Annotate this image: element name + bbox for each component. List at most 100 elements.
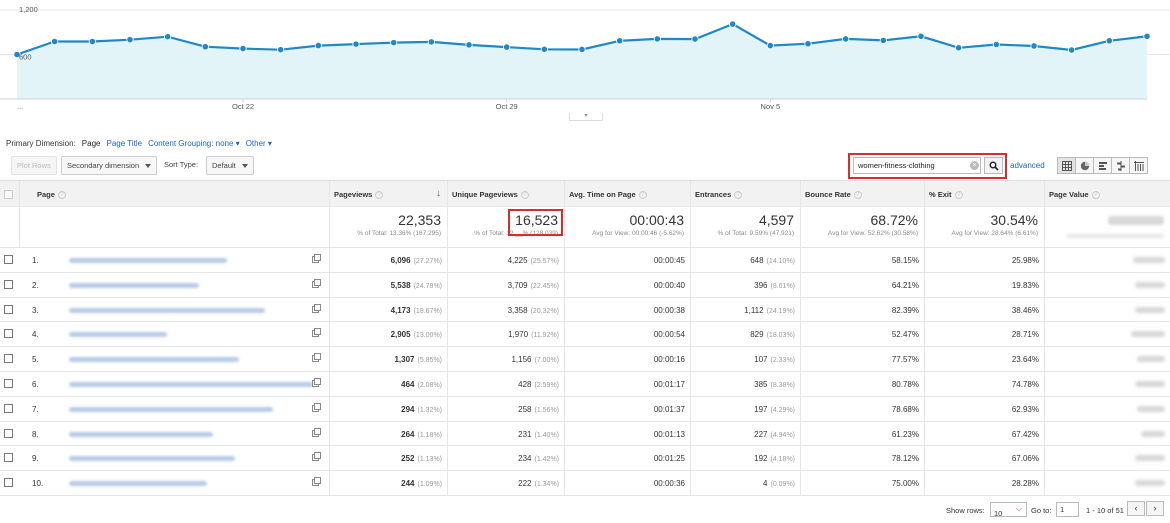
- pageviews-cell: 252 (1.13%): [329, 446, 447, 471]
- goto-input[interactable]: 1: [1056, 502, 1079, 517]
- avg-time-value: 00:01:25: [653, 454, 685, 464]
- plot-rows-button[interactable]: Plot Rows: [11, 156, 57, 175]
- sort-type-dropdown[interactable]: Default: [206, 156, 254, 175]
- open-link-icon[interactable]: [312, 427, 321, 437]
- data-point: [842, 35, 850, 43]
- page-link[interactable]: [69, 332, 167, 338]
- open-link-icon[interactable]: [312, 254, 321, 263]
- comparison-view-button[interactable]: [1111, 157, 1130, 174]
- pivot-view-button[interactable]: [1129, 157, 1148, 174]
- open-link-icon[interactable]: [312, 378, 321, 387]
- row-checkbox[interactable]: [4, 403, 13, 413]
- next-page-button[interactable]: ›: [1146, 501, 1164, 516]
- open-link-icon[interactable]: [312, 353, 321, 363]
- unique-pageviews-value: 234: [518, 454, 532, 464]
- pageviews-cell: 464 (2.08%): [329, 372, 447, 396]
- row-checkbox[interactable]: [4, 379, 13, 388]
- page-link[interactable]: [69, 456, 235, 462]
- help-icon[interactable]: ?: [375, 191, 384, 200]
- help-icon[interactable]: ?: [734, 191, 743, 200]
- header-bounce-rate[interactable]: Bounce Rate?: [800, 181, 924, 206]
- open-link-icon[interactable]: [312, 452, 321, 462]
- chart-collapse-handle[interactable]: ▾: [569, 113, 603, 121]
- unique-pageviews-value: 3,358: [507, 305, 528, 315]
- select-all-checkbox[interactable]: [4, 190, 13, 199]
- clear-search-icon[interactable]: ×: [970, 161, 979, 170]
- bounce-rate-cell: 64.21%: [800, 272, 924, 297]
- header-entrances-label: Entrances: [695, 190, 732, 199]
- show-rows-select[interactable]: 10 ⌵: [990, 502, 1027, 518]
- exit-cell: 74.78%: [924, 372, 1044, 396]
- header-pageviews[interactable]: Pageviews? ↓: [329, 181, 447, 206]
- search-input[interactable]: women-fitness-clothing: [853, 157, 981, 174]
- help-icon[interactable]: ?: [520, 191, 529, 200]
- row-checkbox[interactable]: [4, 478, 13, 488]
- row-checkbox[interactable]: [4, 255, 13, 264]
- page-value-cell: [1044, 297, 1170, 322]
- page-link[interactable]: [69, 258, 227, 263]
- data-point: [992, 40, 1000, 49]
- table-row: 8. 264 (1.18%) 231 (1.40%) 00:01:13 227 (4.94%)…: [0, 421, 1170, 447]
- open-link-icon[interactable]: [312, 328, 321, 338]
- help-icon[interactable]: ?: [853, 191, 862, 200]
- dimension-other[interactable]: Other ▾: [245, 138, 272, 148]
- row-checkbox[interactable]: [4, 279, 13, 289]
- entrances-value: 648: [750, 256, 764, 265]
- dimension-content-grouping[interactable]: Content Grouping: none ▾: [148, 138, 240, 148]
- entrances-percent: (8.38%): [770, 382, 795, 389]
- blurred-value: [1135, 306, 1165, 313]
- row-number: 3.: [32, 305, 39, 315]
- header-avg-time[interactable]: Avg. Time on Page?: [564, 181, 690, 206]
- header-unique-pageviews[interactable]: Unique Pageviews?: [447, 181, 564, 206]
- show-rows-value: 10: [994, 509, 1003, 518]
- open-link-icon[interactable]: [312, 278, 321, 288]
- help-icon[interactable]: ?: [638, 191, 647, 200]
- blurred-value: [1135, 381, 1165, 387]
- table-view-button[interactable]: [1057, 157, 1076, 174]
- row-checkbox[interactable]: [4, 428, 13, 438]
- performance-view-button[interactable]: [1093, 157, 1112, 174]
- data-point: [126, 36, 134, 44]
- advanced-filter-link[interactable]: advanced: [1010, 161, 1045, 170]
- help-icon[interactable]: ?: [57, 191, 66, 200]
- data-point: [578, 45, 586, 54]
- help-icon[interactable]: ?: [1091, 191, 1100, 200]
- secondary-dimension-button[interactable]: Secondary dimension: [61, 156, 158, 175]
- header-page[interactable]: Page?: [19, 181, 329, 206]
- page-link[interactable]: [69, 282, 199, 288]
- page-link[interactable]: [69, 431, 213, 437]
- row-checkbox[interactable]: [4, 453, 13, 463]
- header-page-value[interactable]: Page Value?: [1044, 181, 1170, 206]
- open-link-icon[interactable]: [312, 402, 321, 412]
- page-link[interactable]: [69, 307, 265, 313]
- page-link[interactable]: [69, 481, 207, 487]
- data-point: [917, 32, 925, 40]
- row-number: 10.: [32, 479, 44, 489]
- open-link-icon[interactable]: [312, 477, 321, 487]
- y-tick-label: 1,200: [19, 5, 38, 14]
- table-row: 6. 464 (2.08%) 428 (2.59%) 00:01:17 385 (8.38%)…: [0, 372, 1170, 397]
- page-link[interactable]: [69, 382, 313, 387]
- header-exit[interactable]: % Exit?: [924, 181, 1044, 206]
- dimension-page-title[interactable]: Page Title: [106, 138, 143, 148]
- unique-pageviews-percent: (22.45%): [530, 282, 559, 290]
- entrances-cell: 385 (8.38%): [690, 372, 800, 396]
- header-page-label: Page: [37, 190, 55, 199]
- help-icon[interactable]: ?: [954, 191, 963, 200]
- prev-page-button[interactable]: ‹: [1127, 501, 1145, 516]
- pageviews-value: 294: [401, 404, 415, 414]
- search-button[interactable]: [984, 157, 1003, 174]
- table-row: 3. 4,173 (18.67%) 3,358 (20.32%) 00:00:38 1,11…: [0, 297, 1170, 323]
- sort-descending-icon[interactable]: ↓: [436, 188, 441, 199]
- avg-time-value: 00:01:17: [653, 380, 685, 389]
- pie-view-button[interactable]: [1075, 157, 1094, 174]
- header-entrances[interactable]: Entrances?: [690, 181, 800, 206]
- page-link[interactable]: [69, 357, 239, 363]
- chevron-down-icon: [145, 163, 152, 168]
- dimension-page: Page: [81, 138, 101, 148]
- row-checkbox[interactable]: [4, 354, 13, 364]
- row-checkbox[interactable]: [4, 304, 13, 314]
- open-link-icon[interactable]: [312, 303, 321, 313]
- row-checkbox[interactable]: [4, 329, 13, 339]
- page-link[interactable]: [69, 406, 273, 412]
